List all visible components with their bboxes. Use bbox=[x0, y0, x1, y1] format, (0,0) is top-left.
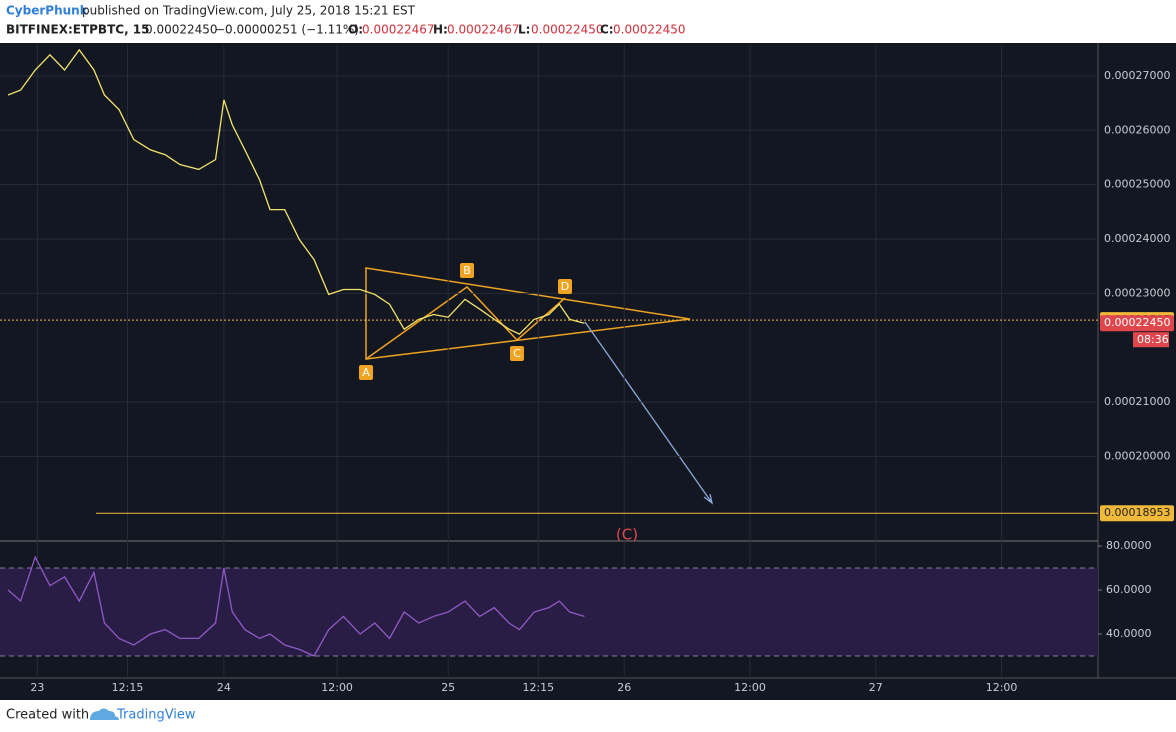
projection-arrow bbox=[584, 321, 714, 505]
rsi-band bbox=[0, 568, 1098, 656]
rsi-tick-label: 40.0000 bbox=[1106, 627, 1152, 640]
change: −0.00000251 (−1.11%) bbox=[215, 23, 359, 37]
x-tick-label: 12:00 bbox=[321, 681, 353, 694]
x-tick-label: 27 bbox=[869, 681, 883, 694]
price-tag bbox=[1100, 315, 1174, 332]
y-tick-label: 0.00027000 bbox=[1104, 69, 1170, 82]
o-label: O: bbox=[348, 23, 363, 37]
x-tick-label: 12:00 bbox=[986, 681, 1018, 694]
author[interactable]: CyberPhunk bbox=[6, 4, 89, 18]
l-value: 0.00022450 bbox=[531, 23, 604, 37]
x-tick-label: 12:00 bbox=[734, 681, 766, 694]
pattern-point: B bbox=[463, 264, 471, 277]
pattern-point-box bbox=[460, 263, 474, 278]
footer: Created with TradingView bbox=[6, 708, 196, 723]
pattern-point: D bbox=[561, 280, 569, 293]
pattern-point: C bbox=[513, 347, 521, 360]
x-tick-label: 12:15 bbox=[522, 681, 554, 694]
x-tick-label: 25 bbox=[441, 681, 455, 694]
plot: 0.00027000 0.00026000 0.00025000 0.00024000… bbox=[0, 45, 1174, 694]
rsi-tick-label: 60.0000 bbox=[1106, 583, 1152, 596]
o-value: 0.00022467 bbox=[362, 23, 435, 37]
rsi-tick-label: 80.0000 bbox=[1106, 539, 1152, 552]
rsi-line bbox=[7, 555, 585, 657]
x-tick-label: 12:15 bbox=[112, 681, 144, 694]
header: CyberPhunk published on TradingView.com,… bbox=[6, 4, 686, 37]
symbol: BITFINEX:ETPBTC, 15 bbox=[6, 23, 150, 37]
price-tag-label: 0.00018953 bbox=[1104, 506, 1170, 519]
h-label: H: bbox=[433, 23, 448, 37]
y-tick-label: 0.00020000 bbox=[1104, 449, 1170, 462]
countdown-tag bbox=[1133, 332, 1169, 348]
pattern-point: A bbox=[362, 366, 370, 379]
x-tick-label: 26 bbox=[617, 681, 631, 694]
y-tick-label: 0.00026000 bbox=[1104, 123, 1170, 136]
price-line bbox=[7, 48, 585, 335]
y-tick-label: 0.00025000 bbox=[1104, 178, 1170, 191]
c-label: C: bbox=[600, 23, 614, 37]
last: 0.00022450 bbox=[145, 23, 218, 37]
y-tick-label: 0.00023000 bbox=[1104, 286, 1170, 299]
logo bbox=[90, 708, 119, 720]
l-label: L: bbox=[518, 23, 530, 37]
price-tag bbox=[1100, 505, 1174, 522]
pattern-point-box bbox=[558, 279, 572, 294]
y-tick-label: 0.00021000 bbox=[1104, 395, 1170, 408]
price-tag-label: 0.00022450 bbox=[1104, 316, 1170, 329]
pattern-point: (C) bbox=[616, 526, 638, 544]
countdown: 08:36 bbox=[1137, 333, 1169, 346]
h-value: 0.00022467 bbox=[447, 23, 520, 37]
brand[interactable]: TradingView bbox=[116, 708, 196, 723]
published: published on TradingView.com, July 25, 2… bbox=[82, 4, 416, 18]
pattern-point-box bbox=[510, 346, 524, 361]
x-tick-label: 23 bbox=[30, 681, 44, 694]
created-with: Created with bbox=[6, 708, 89, 723]
pattern-point-box bbox=[359, 365, 373, 380]
y-tick-label: 0.00024000 bbox=[1104, 232, 1170, 245]
c-value: 0.00022450 bbox=[613, 23, 686, 37]
x-tick-label: 24 bbox=[217, 681, 231, 694]
